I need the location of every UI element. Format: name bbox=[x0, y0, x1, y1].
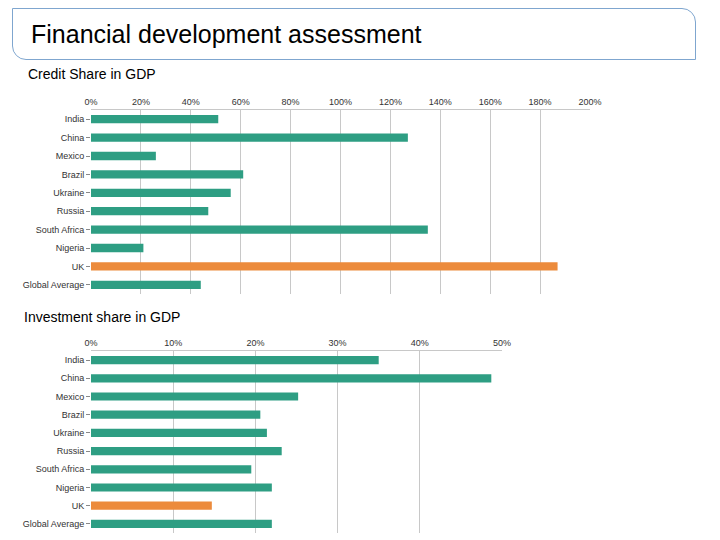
svg-text:China: China bbox=[61, 373, 85, 383]
svg-text:Ukraine: Ukraine bbox=[53, 428, 84, 438]
svg-text:Russia: Russia bbox=[57, 206, 85, 216]
svg-text:200%: 200% bbox=[578, 97, 601, 107]
svg-text:80%: 80% bbox=[282, 97, 300, 107]
svg-text:20%: 20% bbox=[132, 97, 150, 107]
svg-text:Mexico: Mexico bbox=[56, 392, 85, 402]
svg-text:50%: 50% bbox=[493, 338, 511, 348]
svg-text:0%: 0% bbox=[84, 338, 97, 348]
html-text:Financial development assessme: Financial development assessment bbox=[31, 20, 422, 48]
svg-text:Nigeria: Nigeria bbox=[56, 243, 85, 253]
svg-text:Ukraine: Ukraine bbox=[53, 188, 84, 198]
svg-text:0%: 0% bbox=[84, 97, 97, 107]
html-text:Investment share in GDP: Investment share in GDP bbox=[24, 309, 181, 325]
svg-text:30%: 30% bbox=[329, 338, 347, 348]
svg-text:10%: 10% bbox=[164, 338, 182, 348]
svg-text:180%: 180% bbox=[529, 97, 552, 107]
svg-text:China: China bbox=[61, 133, 85, 143]
svg-text:Brazil: Brazil bbox=[62, 410, 85, 420]
svg-text:Nigeria: Nigeria bbox=[56, 483, 85, 493]
svg-text:South Africa: South Africa bbox=[36, 225, 85, 235]
svg-text:Brazil: Brazil bbox=[62, 170, 85, 180]
svg-text:Global Average: Global Average bbox=[23, 519, 84, 529]
html-text:Credit Share in GDP: Credit Share in GDP bbox=[28, 66, 156, 82]
svg-text:40%: 40% bbox=[182, 97, 200, 107]
svg-text:Russia: Russia bbox=[57, 446, 85, 456]
svg-text:120%: 120% bbox=[379, 97, 402, 107]
svg-text:Global Average: Global Average bbox=[23, 280, 84, 290]
svg-text:20%: 20% bbox=[246, 338, 264, 348]
svg-text:India: India bbox=[65, 355, 85, 365]
svg-text:140%: 140% bbox=[429, 97, 452, 107]
svg-text:India: India bbox=[65, 114, 85, 124]
svg-text:South Africa: South Africa bbox=[36, 464, 85, 474]
svg-text:40%: 40% bbox=[411, 338, 429, 348]
svg-text:UK: UK bbox=[72, 501, 85, 511]
svg-text:UK: UK bbox=[72, 262, 85, 272]
svg-text:Mexico: Mexico bbox=[56, 151, 85, 161]
svg-text:160%: 160% bbox=[479, 97, 502, 107]
svg-text:100%: 100% bbox=[329, 97, 352, 107]
svg-text:60%: 60% bbox=[232, 97, 250, 107]
